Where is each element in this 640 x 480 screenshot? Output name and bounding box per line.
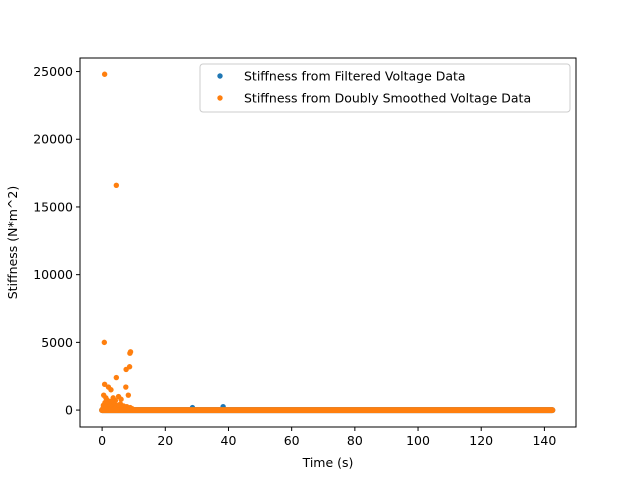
legend-frame [199,63,571,113]
series-1-point-2 [101,339,108,346]
y-tick-label-4: 20000 [33,132,73,147]
series-1-point-7 [113,374,120,381]
series-1-point-40 [129,406,135,412]
series-1-point-17 [118,396,124,402]
x-tick-label-1: 20 [157,433,173,448]
series-1-point-0 [101,71,108,77]
x-tick-label-0: 0 [98,433,106,448]
series-1-point-48 [119,407,125,413]
legend-marker-doubly-smoothed [217,95,223,101]
series-1-point-46 [125,406,131,413]
series-1-point-45 [101,406,107,413]
series-layer [99,71,556,414]
series-1-point-49 [113,407,120,413]
y-tick-label-1: 5000 [41,335,73,350]
x-tick-label-6: 120 [469,433,493,448]
x-tick-label-4: 80 [347,433,363,448]
axes-layer: 0 20 40 60 80 100 120 140 0 5000 10000 15000 20000 25… [33,57,577,448]
y-tick-label-3: 15000 [33,199,73,214]
legend-marker-filtered [217,73,223,79]
series-1-point-11 [108,387,114,393]
y-tick-label-2: 10000 [33,267,73,282]
x-tick-label-2: 40 [221,433,237,448]
series-1-point-10 [123,384,129,390]
series-1-point-4 [127,350,133,356]
series-1-point-8 [101,381,108,388]
x-axis-label: Time (s) [302,455,354,470]
series-1-point-1 [113,182,120,188]
x-tick-label-3: 60 [284,433,300,448]
y-axis-label: Stiffness (N*m^2) [5,186,20,300]
legend-label-doubly-smoothed: Stiffness from Doubly Smoothed Voltage D… [244,91,531,106]
series-1-point-6 [123,366,129,373]
x-tick-label-5: 100 [406,433,430,448]
y-tick-label-0: 0 [65,403,73,418]
x-tick-label-7: 140 [532,433,556,448]
series-1-point-14 [125,392,132,398]
legend: Stiffness from Filtered Voltage Data Sti… [199,63,571,113]
series-1 [99,71,556,414]
series-1-point-47 [108,406,114,413]
plot-frame [79,57,577,428]
y-tick-label-5: 25000 [33,64,73,79]
legend-label-filtered: Stiffness from Filtered Voltage Data [244,69,466,84]
